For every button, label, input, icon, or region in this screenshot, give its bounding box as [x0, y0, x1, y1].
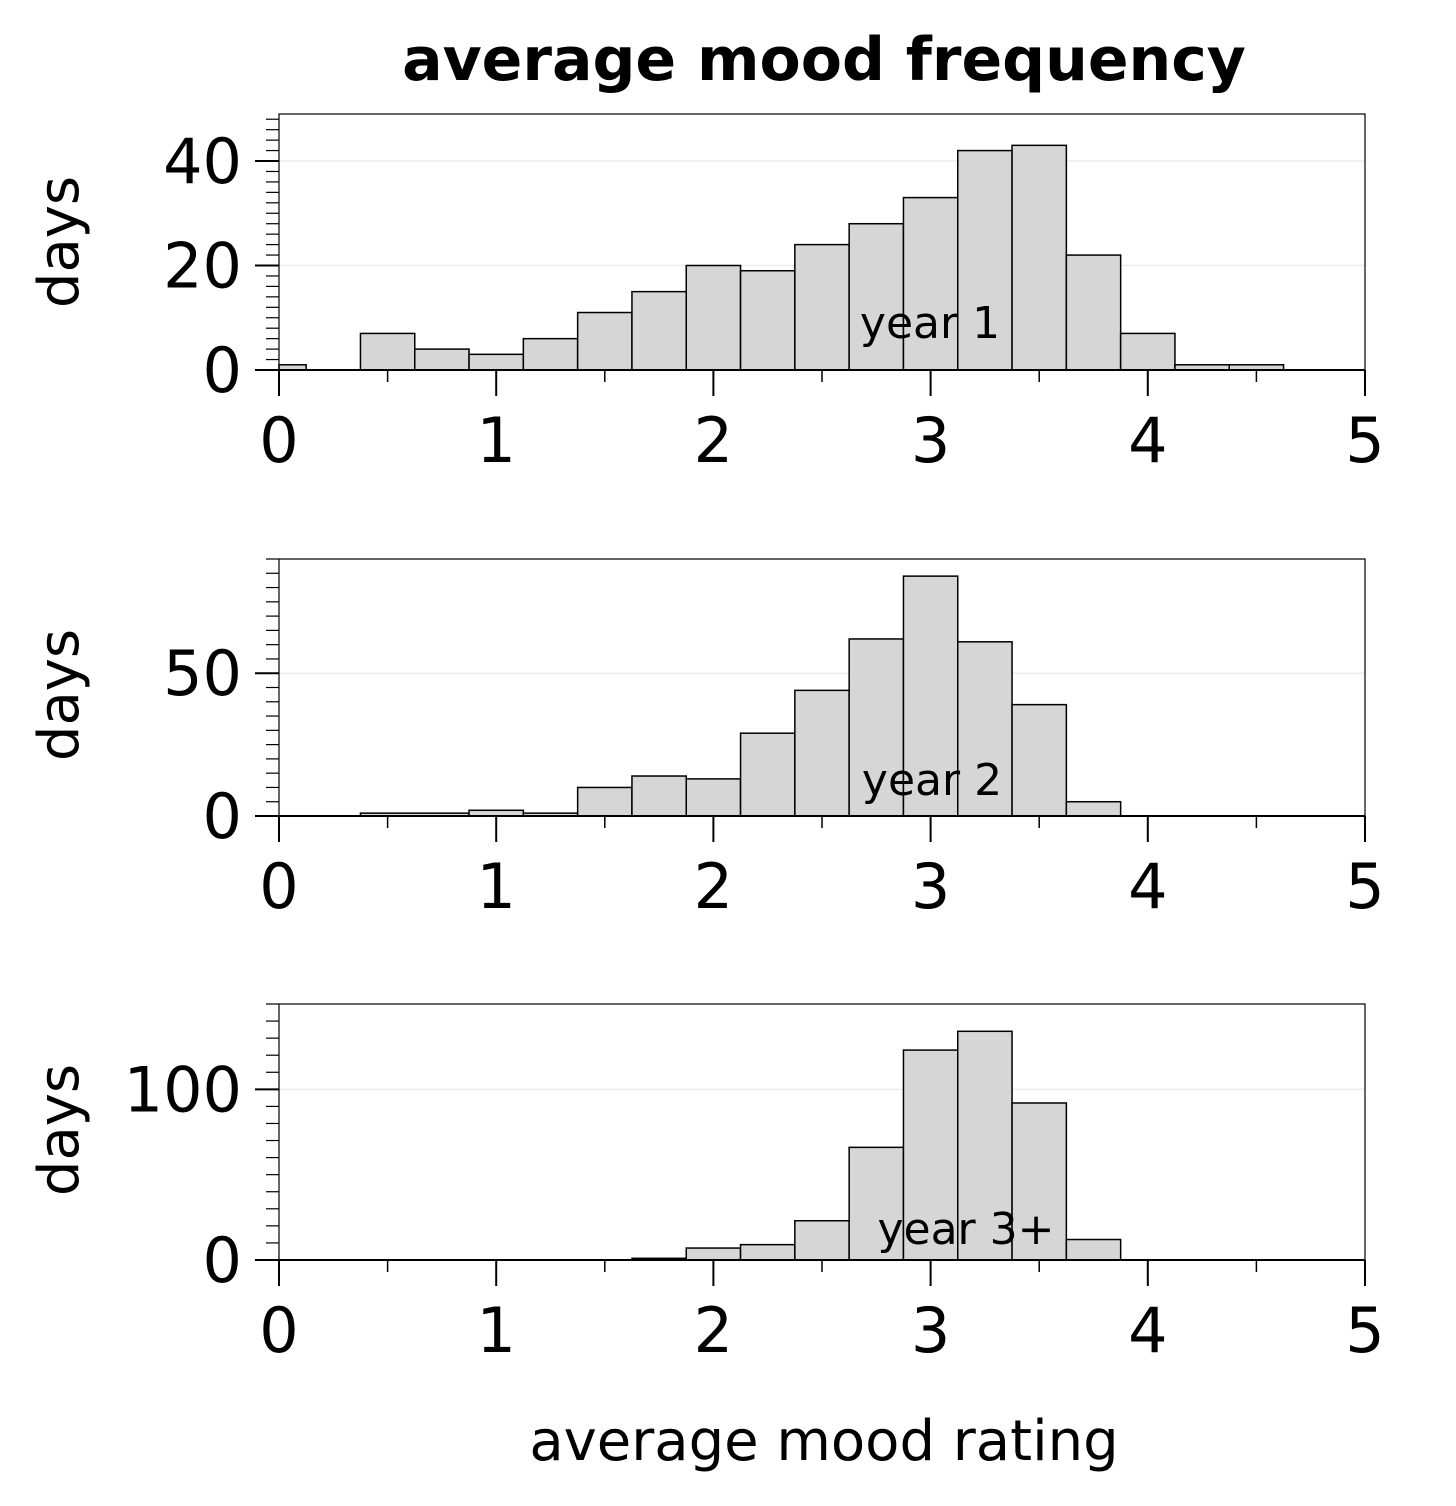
x-tick-label: 4 — [1128, 404, 1167, 477]
histogram-bar — [794, 243, 850, 371]
x-tick-label: 5 — [1345, 1294, 1384, 1367]
y-axis-label: days — [27, 629, 92, 761]
histogram-bar — [902, 196, 959, 371]
histogram-bar — [522, 337, 579, 371]
chart-title: average mood frequency — [402, 25, 1246, 95]
histogram-bar — [957, 641, 1013, 817]
x-tick-label: 5 — [1345, 850, 1384, 923]
y-axis-label: days — [27, 1064, 92, 1196]
y-tick-label: 0 — [203, 1224, 242, 1297]
histogram-bar — [468, 353, 525, 371]
panel-3: 0 1 2 3 4 5 0 100 days year 3+ — [27, 1003, 1385, 1367]
histogram-bar — [1065, 1238, 1122, 1261]
x-tick-label: 1 — [476, 1294, 515, 1367]
histogram-bar — [1011, 144, 1068, 371]
x-tick-label: 4 — [1128, 850, 1167, 923]
x-tick-label: 3 — [911, 1294, 950, 1367]
x-tick-label: 0 — [259, 1294, 298, 1367]
histogram-bar — [848, 222, 905, 371]
y-tick-label: 100 — [124, 1053, 242, 1126]
x-tick-label: 0 — [259, 404, 298, 477]
histogram-bar — [631, 775, 688, 817]
panel-1: 0 1 2 3 4 5 0 20 40 days year 1 — [27, 113, 1385, 477]
histogram-bar — [359, 332, 416, 371]
histogram-bar — [794, 1219, 850, 1261]
x-tick-label: 5 — [1345, 404, 1384, 477]
y-tick-label: 20 — [163, 230, 242, 303]
histogram-bar — [631, 290, 688, 371]
histogram-bar — [576, 786, 633, 817]
histogram-bar — [576, 311, 633, 371]
histogram-bar — [1119, 332, 1176, 371]
histogram-bar — [957, 1030, 1013, 1261]
x-axis-title: average mood rating — [529, 1409, 1118, 1474]
x-tick-label: 3 — [911, 850, 950, 923]
y-tick-label: 50 — [163, 637, 242, 710]
y-tick-label: 40 — [163, 125, 242, 198]
histogram-bar — [848, 638, 905, 817]
histogram-bar — [902, 575, 959, 817]
x-tick-label: 2 — [694, 1294, 733, 1367]
x-tick-label: 0 — [259, 850, 298, 923]
histogram-bar — [414, 348, 470, 371]
x-tick-label: 3 — [911, 404, 950, 477]
histogram-bar — [685, 264, 742, 371]
panel-label: year 2 — [862, 755, 1002, 806]
histogram-bar — [794, 689, 850, 817]
x-tick-label: 2 — [694, 850, 733, 923]
x-tick-label: 1 — [476, 850, 515, 923]
histogram-bar — [902, 1049, 959, 1261]
histogram-bar — [1011, 1102, 1068, 1261]
histogram-bar — [685, 1247, 742, 1261]
histogram-bar — [739, 269, 796, 371]
x-tick-label: 1 — [476, 404, 515, 477]
histogram-bar — [739, 732, 796, 817]
y-axis-label: days — [27, 176, 92, 308]
panel-label: year 1 — [860, 298, 1000, 349]
x-tick-label: 4 — [1128, 1294, 1167, 1367]
histogram-bar — [1011, 703, 1068, 817]
y-tick-label: 0 — [203, 780, 242, 853]
histogram-bar — [739, 1243, 796, 1261]
histogram-bar — [1065, 254, 1122, 371]
y-tick-label: 0 — [203, 334, 242, 407]
histogram-bar — [685, 778, 742, 817]
panel-label: year 3+ — [877, 1204, 1054, 1255]
histogram-bar — [1065, 800, 1122, 817]
x-tick-label: 2 — [694, 404, 733, 477]
histogram-bar — [848, 1146, 905, 1261]
